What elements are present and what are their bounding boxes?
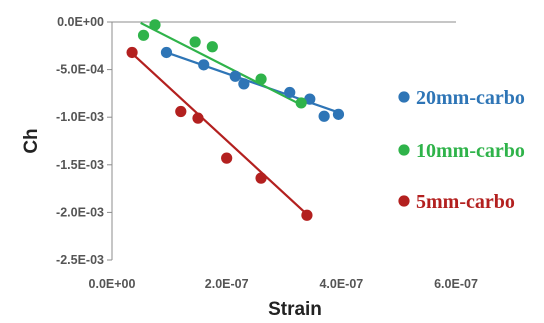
trendline-5mm-carbo: [131, 52, 308, 216]
legend-marker-5mm-carbo: [398, 195, 410, 207]
y-tick-label: -2.0E-03: [56, 205, 104, 219]
data-point-5mm-carbo: [126, 46, 138, 59]
y-tick-label: 0.0E+00: [57, 15, 104, 29]
data-point-20mm-carbo: [304, 93, 316, 105]
legend: 20mm-carbo 10mm-carbo 5mm-carbo: [398, 87, 525, 213]
legend-label-5mm-carbo: 5mm-carbo: [416, 191, 515, 213]
x-tick-label: 4.0E-07: [319, 277, 363, 291]
axes: 0.0E+00 -5.0E-04 -1.0E-03 -1.5E-03 -2.0E-03 -…: [21, 15, 478, 320]
y-tick-label: -1.0E-03: [56, 110, 104, 124]
y-tick-label: -2.5E-03: [56, 253, 104, 267]
x-tick-label: 2.0E-07: [205, 277, 249, 291]
data-point-10mm-carbo: [295, 97, 307, 109]
data-point-5mm-carbo: [221, 152, 233, 164]
data-point-5mm-carbo: [301, 209, 313, 221]
data-point-5mm-carbo: [255, 172, 267, 184]
y-tick-label: -5.0E-04: [56, 63, 104, 77]
y-tick-label: -1.5E-03: [56, 158, 104, 172]
data-point-10mm-carbo: [149, 19, 161, 31]
legend-marker-10mm-carbo: [398, 144, 410, 156]
data-point-5mm-carbo: [192, 112, 204, 124]
data-points: [126, 19, 345, 221]
data-point-20mm-carbo: [238, 78, 250, 90]
data-point-10mm-carbo: [137, 29, 150, 41]
data-point-20mm-carbo: [318, 110, 330, 122]
legend-label-10mm-carbo: 10mm-carbo: [416, 140, 525, 162]
data-point-10mm-carbo: [255, 73, 267, 85]
trendline-10mm-carbo: [140, 21, 302, 106]
data-point-5mm-carbo: [175, 105, 187, 118]
data-point-20mm-carbo: [284, 86, 296, 99]
data-point-20mm-carbo: [229, 70, 241, 82]
y-axis-title: Ch: [21, 128, 42, 153]
data-point-10mm-carbo: [189, 36, 201, 48]
data-point-20mm-carbo: [332, 108, 345, 120]
legend-marker-20mm-carbo: [398, 91, 410, 103]
x-axis-title: Strain: [268, 299, 322, 320]
data-point-20mm-carbo: [160, 46, 173, 59]
data-point-10mm-carbo: [206, 41, 218, 53]
x-tick-label: 0.0E+00: [89, 277, 136, 291]
x-tick-label: 6.0E-07: [434, 277, 478, 291]
legend-label-20mm-carbo: 20mm-carbo: [416, 87, 525, 109]
data-point-20mm-carbo: [198, 59, 210, 71]
